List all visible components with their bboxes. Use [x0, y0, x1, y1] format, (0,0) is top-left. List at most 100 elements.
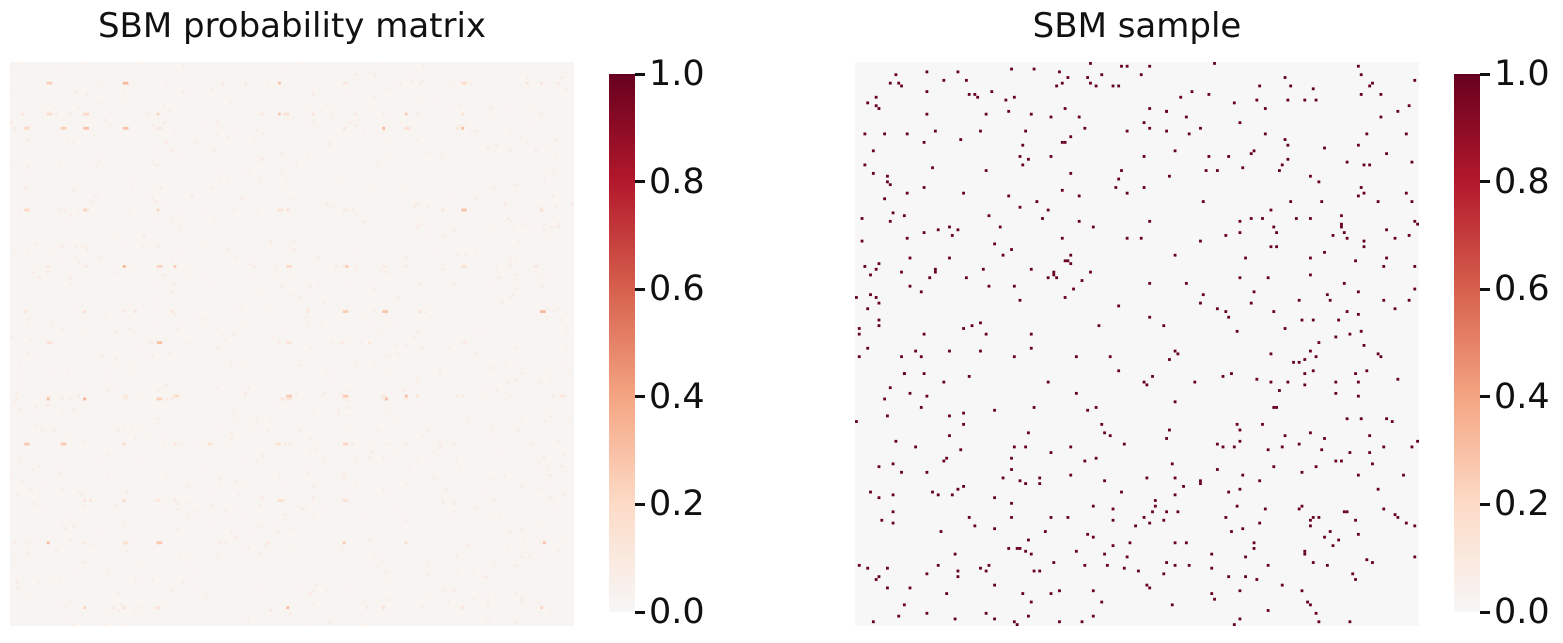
heatmap-cell	[542, 586, 546, 590]
heatmap-cell	[18, 366, 22, 370]
heatmap-cell	[277, 442, 281, 446]
heatmap-cell	[557, 307, 560, 311]
heatmap-cell	[1351, 572, 1355, 576]
heatmap-cell	[987, 563, 991, 567]
heatmap-cell	[503, 93, 507, 96]
heatmap-cell	[1340, 214, 1343, 218]
heatmap-cell	[1111, 544, 1115, 548]
heatmap-cell	[441, 499, 445, 502]
heatmap-cell	[229, 530, 233, 533]
heatmap-cell	[987, 214, 991, 218]
heatmap-cell	[1249, 152, 1253, 156]
heatmap-cell	[128, 177, 132, 181]
heatmap-cell	[1379, 355, 1383, 359]
heatmap-cell	[520, 135, 524, 139]
heatmap-cell	[10, 335, 13, 339]
heatmap-cell	[509, 256, 512, 260]
heatmap-cell	[60, 408, 64, 412]
heatmap-cell	[373, 310, 377, 313]
heatmap-cell	[438, 157, 442, 161]
heatmap-cell	[883, 197, 887, 201]
heatmap-cell	[1049, 592, 1053, 595]
heatmap-cell	[1348, 332, 1352, 336]
heatmap-cell	[246, 262, 250, 266]
heatmap-cell	[421, 606, 425, 610]
heatmap-cell	[385, 312, 388, 316]
heatmap-cell	[77, 490, 81, 494]
heatmap-cell	[492, 366, 496, 370]
heatmap-cell	[246, 171, 250, 175]
heatmap-cell	[548, 496, 552, 500]
heatmap-cell	[373, 439, 377, 443]
heatmap-cell	[263, 544, 267, 548]
heatmap-cell	[142, 504, 146, 508]
heatmap-cell	[1348, 451, 1352, 454]
heatmap-cell	[1238, 589, 1242, 593]
heatmap-cell	[362, 513, 366, 517]
heatmap-cell	[269, 270, 273, 274]
heatmap-cell	[10, 67, 13, 71]
heatmap-cell	[509, 265, 512, 268]
heatmap-cell	[1309, 174, 1312, 178]
heatmap-cell	[103, 623, 106, 626]
heatmap-cell	[984, 569, 988, 573]
heatmap-cell	[345, 490, 349, 494]
heatmap-cell	[925, 70, 929, 74]
heatmap-cell	[464, 121, 467, 125]
heatmap-cell	[125, 265, 129, 268]
heatmap-cell	[1201, 293, 1205, 297]
heatmap-cell	[1323, 146, 1326, 150]
heatmap-cell	[1165, 109, 1169, 113]
heatmap-cell	[416, 225, 419, 229]
heatmap-cell	[331, 115, 335, 119]
heatmap-cell	[540, 606, 543, 610]
heatmap-cell	[86, 93, 89, 96]
heatmap-cell	[908, 256, 912, 260]
heatmap-cell	[877, 324, 881, 328]
heatmap-cell	[1165, 437, 1169, 440]
heatmap-cell	[520, 597, 524, 601]
cb-tick-label: 1.0	[649, 54, 705, 94]
heatmap-cell	[472, 329, 476, 333]
heatmap-cell	[956, 228, 960, 232]
heatmap-cell	[29, 338, 33, 342]
heatmap-cell	[534, 425, 538, 429]
heatmap-cell	[339, 296, 343, 299]
heatmap-cell	[1393, 236, 1397, 240]
heatmap-cell	[948, 414, 951, 418]
heatmap-cell	[229, 431, 233, 435]
heatmap-cell	[235, 417, 239, 421]
heatmap-cell	[438, 442, 442, 446]
heatmap-cell	[46, 270, 50, 274]
heatmap-cell	[122, 397, 129, 401]
sample-panel: SBM sample 0.0 0.2 0.4 0.6 0.8 1.0	[781, 0, 1562, 643]
heatmap-cell	[66, 138, 70, 141]
heatmap-cell	[368, 321, 371, 325]
heatmap-cell	[260, 375, 264, 378]
heatmap-cell	[1142, 186, 1146, 189]
heatmap-cell	[1210, 592, 1214, 595]
heatmap-cell	[562, 453, 566, 457]
heatmap-cell	[69, 214, 73, 218]
heatmap-cell	[43, 507, 47, 511]
heatmap-cell	[26, 318, 30, 322]
heatmap-cell	[15, 397, 19, 401]
heatmap-cell	[1238, 219, 1242, 223]
heatmap-cell	[49, 372, 53, 376]
heatmap-cell	[1103, 479, 1106, 483]
heatmap-cell	[1311, 561, 1315, 564]
heatmap-cell	[1382, 507, 1386, 511]
heatmap-cell	[105, 569, 109, 573]
heatmap-cell	[300, 62, 304, 65]
heatmap-cell	[294, 504, 298, 508]
heatmap-cell	[100, 530, 104, 533]
heatmap-cell	[1170, 603, 1174, 607]
heatmap-cell	[396, 296, 400, 299]
heatmap-cell	[323, 459, 326, 463]
heatmap-cell	[905, 132, 909, 136]
heatmap-cell	[1297, 442, 1301, 446]
heatmap-cell	[311, 442, 315, 446]
heatmap-cell	[1125, 236, 1129, 240]
heatmap-cell	[1280, 163, 1284, 167]
heatmap-cell	[373, 95, 377, 99]
